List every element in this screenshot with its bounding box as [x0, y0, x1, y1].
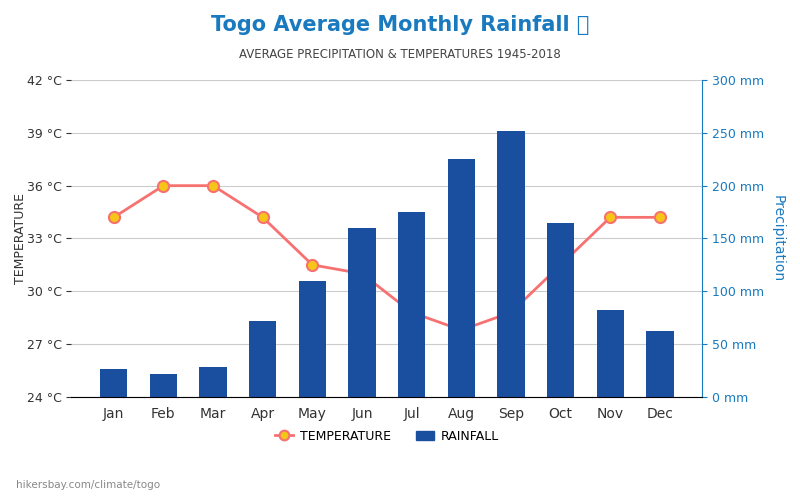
Text: Togo Average Monthly Rainfall 🌧: Togo Average Monthly Rainfall 🌧 — [211, 15, 589, 35]
Bar — [646, 332, 674, 397]
Text: hikersbay.com/climate/togo: hikersbay.com/climate/togo — [16, 480, 160, 490]
Bar — [448, 159, 475, 397]
Bar — [547, 222, 574, 397]
Bar — [100, 370, 127, 397]
Bar — [398, 212, 426, 397]
Legend: TEMPERATURE, RAINFALL: TEMPERATURE, RAINFALL — [270, 425, 504, 448]
Text: AVERAGE PRECIPITATION & TEMPERATURES 1945-2018: AVERAGE PRECIPITATION & TEMPERATURES 194… — [239, 48, 561, 60]
Y-axis label: Precipitation: Precipitation — [771, 195, 785, 282]
Bar — [199, 368, 226, 397]
Bar — [348, 228, 376, 397]
Y-axis label: TEMPERATURE: TEMPERATURE — [14, 193, 27, 284]
Bar — [249, 321, 276, 397]
Bar — [150, 374, 177, 397]
Bar — [298, 280, 326, 397]
Bar — [597, 310, 624, 397]
Bar — [498, 130, 525, 397]
